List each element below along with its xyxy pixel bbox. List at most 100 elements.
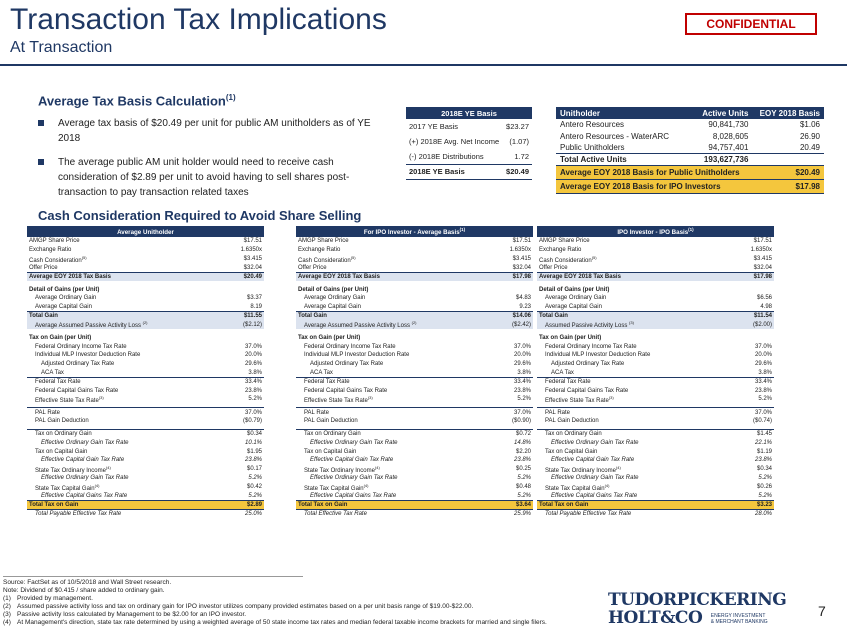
table-row: Effective State Tax Rate(3) 5.2%	[545, 394, 772, 404]
basis-table-header: 2018E YE Basis	[406, 107, 532, 119]
table-total-row: Total Tax on Gain $3.23	[537, 499, 774, 510]
table-row: Cash Consideration(5) $3.415	[298, 254, 531, 264]
cash-table: IPO Investor - IPO Basis(1) AMGP Share P…	[537, 226, 774, 518]
table-row: Total Gain $14.06	[296, 311, 533, 321]
footnote-item: (3) Passive activity loss calculated by M…	[3, 611, 247, 618]
cash-table-header: Average Unitholder	[27, 226, 264, 237]
table-row: Total Gain $11.55	[27, 311, 264, 321]
footnote-item: (4) At Management's direction, state tax …	[3, 619, 547, 626]
footnote-item: (2) Assumed passive activity loss and tax…	[3, 603, 474, 610]
table-row: Federal Capital Gains Tax Rate 23.8%	[304, 387, 531, 394]
header-divider	[0, 64, 847, 66]
table-row: Tax on Gain (per Unit)	[539, 334, 602, 341]
table-row: Cash Consideration(5) $3.415	[539, 254, 772, 264]
table-row: Adjusted Ordinary Tax Rate 29.6%	[41, 361, 262, 368]
table-row: Tax on Ordinary Gain $0.72	[296, 429, 533, 439]
cash-column-ipo-average-basis: For IPO Investor - Average Basis(1) AMGP…	[296, 226, 533, 518]
page-title: Transaction Tax Implications	[10, 3, 387, 36]
table-row: Tax on Capital Gain $2.20	[304, 448, 531, 455]
table-row: Average Capital Gain 8.19	[35, 303, 262, 310]
highlight-row: Average EOY 2018 Basis for Public Unitho…	[556, 164, 824, 180]
table-row: Federal Capital Gains Tax Rate 23.8%	[35, 387, 262, 394]
bullet-item: The average public AM unit holder would …	[38, 155, 390, 200]
table-row: PAL Gain Deduction ($0.79)	[35, 418, 262, 425]
table-row: Effective Ordinary Gain Tax Rate 14.8%	[310, 439, 531, 446]
table-row: Effective Ordinary Gain Tax Rate 22.1%	[551, 439, 772, 446]
footnote-note: Note: Dividend of $0.415 / share added t…	[3, 587, 165, 594]
table-row: (+) 2018E Avg. Net Income (1.07)	[409, 137, 529, 146]
table-total-row: Total Tax on Gain $3.64	[296, 499, 533, 510]
table-row: Total Gain $11.54	[537, 311, 774, 321]
table-row: Detail of Gains (per Unit)	[29, 286, 100, 293]
table-row: Detail of Gains (per Unit)	[298, 286, 369, 293]
table-row: Public Unitholders 94,757,401 20.49	[560, 143, 820, 152]
table-row: Effective Capital Gains Tax Rate 5.2%	[41, 492, 262, 499]
company-logo: TUDORPICKERING HOLT&CO ENERGY INVESTMENT…	[608, 592, 787, 628]
table-row: Effective Capital Gain Tax Rate 23.8%	[551, 457, 772, 464]
table-row: Assumed Passive Activity Loss (3) ($2.00)	[537, 320, 774, 330]
table-row: ACA Tax 3.8%	[41, 369, 262, 376]
table-row: State Tax Ordinary Income(4) $0.34	[545, 464, 772, 474]
table-row: Adjusted Ordinary Tax Rate 29.6%	[551, 361, 772, 368]
table-row: AMGP Share Price $17.51	[539, 238, 772, 245]
table-row: Effective Capital Gain Tax Rate 23.8%	[41, 457, 262, 464]
table-row: ACA Tax 3.8%	[310, 369, 531, 376]
table-row: Average Ordinary Gain $6.56	[545, 295, 772, 302]
table-row: Effective State Tax Rate(3) 5.2%	[35, 394, 262, 404]
cash-table: Average Unitholder AMGP Share Price $17.5…	[27, 226, 264, 518]
table-row: Average EOY 2018 Tax Basis $17.98	[296, 271, 533, 282]
table-row: Total Payable Effective Tax Rate 25.0%	[35, 510, 262, 517]
units-table-header: Unitholder Active Units EOY 2018 Basis	[556, 107, 824, 119]
table-row: PAL Gain Deduction ($0.74)	[545, 418, 772, 425]
page-subtitle: At Transaction	[10, 39, 113, 56]
table-row: ACA Tax 3.8%	[551, 369, 772, 376]
table-row: State Tax Ordinary Income(4) $0.17	[35, 464, 262, 474]
table-row: Exchange Ratio 1.6350x	[539, 247, 772, 254]
logo-tagline: ENERGY INVESTMENT & MERCHANT BANKING	[710, 613, 768, 625]
table-row: Total Effective Tax Rate 25.9%	[304, 510, 531, 517]
cash-table: For IPO Investor - Average Basis(1) AMGP…	[296, 226, 533, 518]
table-row: Federal Ordinary Income Tax Rate 37.0%	[35, 343, 262, 350]
units-table: Unitholder Active Units EOY 2018 Basis A…	[556, 107, 824, 194]
page-number: 7	[818, 603, 826, 619]
cash-column-ipo-basis: IPO Investor - IPO Basis(1) AMGP Share P…	[537, 226, 774, 518]
table-row: Effective Ordinary Gain Tax Rate 5.2%	[310, 475, 531, 482]
table-row: Exchange Ratio 1.6350x	[298, 247, 531, 254]
table-row: Average Assumed Passive Activity Loss (2…	[27, 320, 264, 330]
table-row: Effective Capital Gains Tax Rate 5.2%	[551, 492, 772, 499]
table-row: Offer Price $32.04	[29, 264, 262, 271]
footnote-divider	[3, 576, 303, 577]
table-row: PAL Rate 37.0%	[296, 407, 533, 417]
cash-table-header: For IPO Investor - Average Basis(1)	[296, 226, 533, 237]
bullet-item: Average tax basis of $20.49 per unit for…	[38, 116, 390, 146]
footnote-source: Source: FactSet as of 10/5/2018 and Wall…	[3, 579, 172, 586]
cash-consideration-title: Cash Consideration Required to Avoid Sha…	[38, 208, 362, 223]
table-row: Offer Price $32.04	[298, 264, 531, 271]
table-total-row: Total Active Units 193,627,736	[556, 153, 824, 165]
table-row: Effective Ordinary Gain Tax Rate 10.1%	[41, 439, 262, 446]
cash-column-average-unitholder: Average Unitholder AMGP Share Price $17.5…	[27, 226, 264, 518]
table-total-row: Total Tax on Gain $2.89	[27, 499, 264, 510]
table-row: State Tax Ordinary Income(4) $0.25	[304, 464, 531, 474]
table-row: Federal Tax Rate 33.4%	[27, 376, 264, 387]
table-row: Individual MLP Investor Deduction Rate 20…	[304, 352, 531, 359]
table-row: Antero Resources - WaterARC 8,028,605 26.9…	[560, 131, 820, 141]
footnote-item: (1) Provided by management.	[3, 595, 93, 602]
table-row: Adjusted Ordinary Tax Rate 29.6%	[310, 361, 531, 368]
table-row: Federal Tax Rate 33.4%	[537, 376, 774, 387]
confidential-badge: CONFIDENTIAL	[685, 13, 817, 35]
avg-basis-title: Average Tax Basis Calculation(1)	[38, 93, 236, 109]
table-row: (-) 2018E Distributions 1.72	[409, 151, 529, 161]
table-row: Effective Ordinary Gain Tax Rate 5.2%	[41, 475, 262, 482]
table-row: Tax on Gain (per Unit)	[298, 334, 361, 341]
table-row: Effective Capital Gain Tax Rate 23.8%	[310, 457, 531, 464]
logo-line2: HOLT&CO	[608, 608, 703, 628]
table-row: Individual MLP Investor Deduction Rate 20…	[545, 352, 772, 359]
table-row: Average Capital Gain 4.98	[545, 303, 772, 310]
table-row: PAL Gain Deduction ($0.90)	[304, 418, 531, 425]
table-row: Federal Tax Rate 33.4%	[296, 376, 533, 387]
table-row: State Tax Capital Gain(4) $0.48	[304, 482, 531, 492]
bullet-square-icon	[38, 159, 44, 165]
table-row: Tax on Ordinary Gain $1.45	[537, 429, 774, 439]
highlight-row: Average EOY 2018 Basis for IPO Investors…	[556, 178, 824, 194]
